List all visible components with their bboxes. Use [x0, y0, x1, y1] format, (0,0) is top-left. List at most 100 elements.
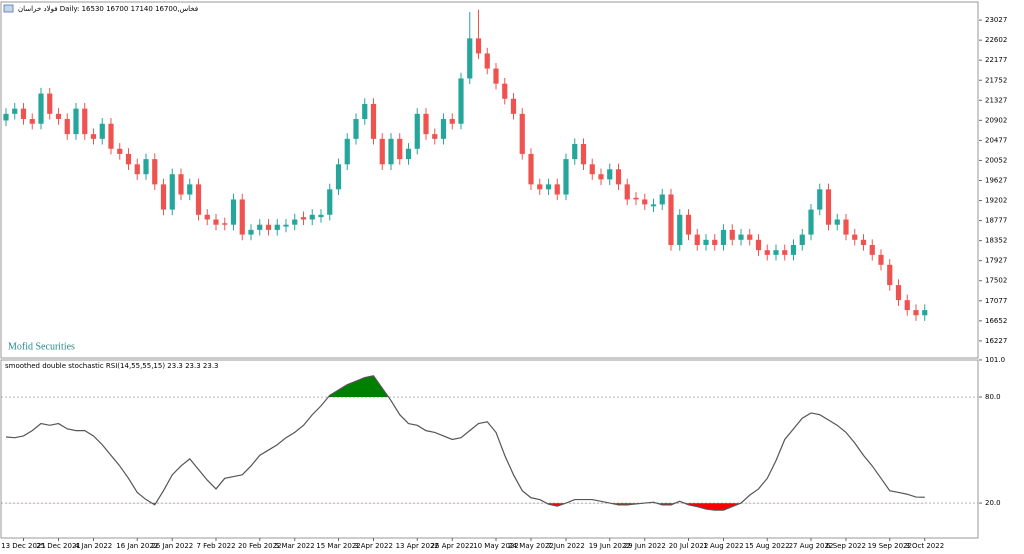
- main-panel: [0, 1, 979, 359]
- indicator-title: smoothed double stochastic RSI(14,55,55,…: [5, 362, 219, 370]
- candle-body: [449, 119, 455, 124]
- candle-body: [580, 144, 587, 165]
- indicator-panel: [0, 359, 979, 539]
- candle-body: [545, 184, 552, 190]
- candle-body: [108, 123, 114, 149]
- candle-body: [834, 219, 840, 225]
- x-tick-label: 26 Jan 2022: [151, 542, 193, 550]
- candle-body: [502, 83, 508, 99]
- candle-body: [458, 78, 464, 124]
- x-tick-label: 13 Dec 2021: [1, 542, 46, 550]
- candle-body: [362, 103, 368, 120]
- x-tick-label: 29 Jun 2022: [624, 542, 666, 550]
- candle-body: [572, 144, 578, 160]
- y-tick-label: 20052: [985, 156, 1007, 164]
- x-tick-label: 24 May 2022: [508, 542, 554, 550]
- chart-title: فخاس,Daily: 16530 16700 17140 16700 فولا…: [18, 5, 198, 13]
- candle-body: [904, 300, 910, 311]
- candle-body: [537, 184, 543, 190]
- candle-body: [257, 224, 263, 230]
- candle-body: [134, 164, 140, 175]
- candle-body: [274, 224, 280, 230]
- x-tick-label: 10 May 2022: [473, 542, 519, 550]
- candle-body: [843, 219, 849, 235]
- candle-body: [659, 194, 665, 205]
- y-tick-label: 17927: [985, 257, 1007, 265]
- candle-body: [187, 184, 193, 195]
- y-tick-label: 22602: [985, 36, 1007, 44]
- candle-body: [222, 223, 228, 225]
- candle-body: [423, 113, 429, 135]
- x-tick-label: 16 Jan 2022: [116, 542, 158, 550]
- candle-body: [615, 169, 622, 185]
- candle-body: [694, 234, 700, 245]
- x-tick-label: 3 Oct 2022: [905, 542, 944, 550]
- x-tick-label: 19 Jun 2022: [589, 542, 631, 550]
- candle-body: [169, 174, 175, 210]
- y-tick-label: 80.0: [985, 393, 1001, 401]
- candle-body: [38, 93, 44, 124]
- candle-body: [668, 194, 674, 245]
- candle-body: [20, 108, 27, 120]
- candle-body: [370, 103, 377, 139]
- x-tick-label: 13 Apr 2022: [396, 542, 439, 550]
- candle-body: [47, 93, 53, 114]
- candle-body: [720, 229, 727, 245]
- candle-body: [860, 239, 867, 245]
- oversold-fill: [6, 503, 925, 511]
- candle-body: [493, 68, 499, 84]
- candle-body: [677, 214, 683, 245]
- x-tick-label: 5 Mar 2022: [275, 542, 315, 550]
- candle-body: [563, 159, 569, 195]
- y-tick-label: 22177: [985, 56, 1007, 64]
- candle-body: [554, 184, 560, 195]
- candle-body: [64, 119, 70, 135]
- y-tick-label: 20902: [985, 116, 1007, 124]
- candle-body: [178, 174, 184, 195]
- candle-body: [922, 310, 928, 316]
- candle-body: [685, 214, 692, 235]
- candle-body: [747, 234, 753, 240]
- x-tick-label: 19 Sep 2022: [868, 542, 912, 550]
- y-tick-label: 20477: [985, 136, 1007, 144]
- candle-body: [344, 138, 350, 165]
- candle-body: [624, 184, 630, 200]
- candle-body: [152, 159, 158, 185]
- candle-body: [764, 250, 770, 255]
- candle-body: [799, 234, 805, 245]
- candle-body: [248, 229, 254, 235]
- y-tick-label: 21752: [985, 76, 1007, 84]
- y-tick-label: 101.0: [985, 356, 1005, 364]
- candle-body: [204, 214, 210, 220]
- candle-body: [607, 169, 613, 180]
- candle-body: [335, 164, 342, 190]
- y-tick-label: 20.0: [985, 499, 1001, 507]
- x-tick-label: 4 Jan 2022: [75, 542, 113, 550]
- candle-body: [414, 113, 420, 149]
- candle-body: [309, 214, 315, 220]
- candle-body: [160, 184, 167, 210]
- x-tick-label: 27 Aug 2022: [789, 542, 834, 550]
- candle-body: [790, 244, 797, 255]
- candle-body: [755, 239, 762, 251]
- x-tick-label: 7 Jun 2022: [547, 542, 585, 550]
- y-tick-label: 23027: [985, 16, 1007, 24]
- candle-body: [29, 119, 35, 124]
- candle-body: [143, 159, 149, 175]
- candle-body: [738, 234, 744, 240]
- x-tick-label: 1 Aug 2022: [703, 542, 743, 550]
- x-tick-label: 25 Dec 2021: [36, 542, 81, 550]
- candle-body: [817, 189, 823, 210]
- candle-body: [913, 310, 919, 316]
- watermark: Mofid Securities: [8, 341, 75, 352]
- candle-body: [300, 217, 307, 220]
- candle-body: [475, 38, 482, 54]
- candle-body: [528, 153, 534, 185]
- candle-body: [773, 250, 779, 255]
- candle-body: [283, 224, 289, 227]
- y-tick-label: 16652: [985, 317, 1007, 325]
- candle-body: [825, 189, 832, 225]
- candle-body: [318, 214, 324, 218]
- candle-body: [852, 234, 858, 240]
- candle-body: [729, 229, 735, 240]
